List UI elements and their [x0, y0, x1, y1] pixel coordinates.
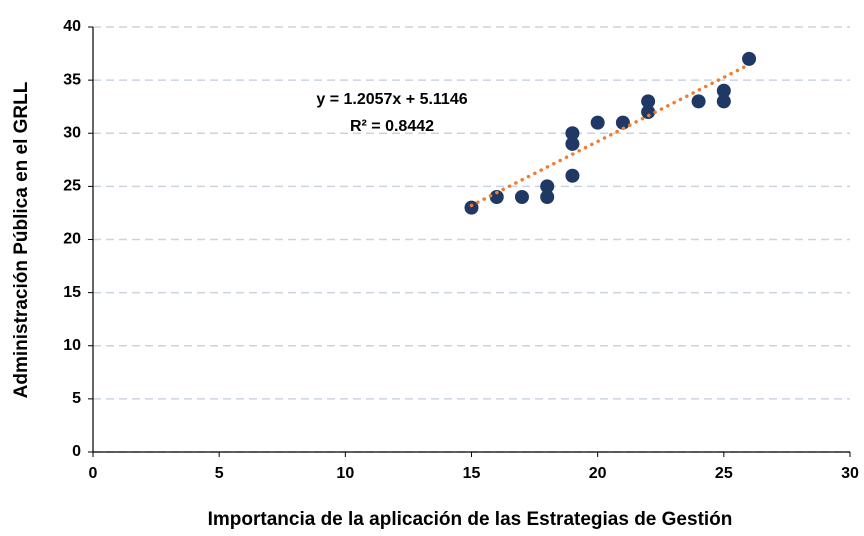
- y-tick-label: 40: [63, 18, 81, 35]
- y-tick-label: 0: [72, 443, 81, 460]
- point: [615, 115, 630, 130]
- y-tick-label: 35: [63, 71, 81, 88]
- point: [565, 136, 580, 151]
- x-tick-label: 10: [336, 465, 354, 482]
- point: [716, 83, 731, 98]
- y-tick-label: 25: [63, 178, 81, 195]
- point: [489, 190, 504, 204]
- x-tick-label: 30: [841, 465, 859, 482]
- point: [641, 105, 656, 119]
- point: [514, 190, 529, 204]
- x-tick-label: 5: [215, 465, 224, 482]
- y-tick-label: 5: [72, 390, 81, 407]
- point: [464, 200, 479, 215]
- point: [716, 94, 731, 109]
- x-tick-label: 25: [715, 465, 733, 482]
- y-tick-label: 15: [63, 284, 81, 301]
- point: [691, 94, 706, 109]
- y-tick-label: 30: [63, 124, 81, 141]
- point: [565, 168, 580, 183]
- point: [641, 94, 656, 109]
- trendline: [469, 62, 751, 208]
- x-tick-label: 0: [89, 465, 98, 482]
- point: [540, 190, 555, 204]
- equation-label: y = 1.2057x + 5.1146: [316, 91, 467, 108]
- x-axis-title: Importancia de la aplicación de las Estr…: [208, 509, 733, 530]
- point: [540, 179, 555, 194]
- y-axis-title: Administración Pública en el GRLL: [11, 81, 32, 398]
- x-tick-label: 20: [589, 465, 607, 482]
- x-tick-label: 15: [463, 465, 481, 482]
- point: [742, 51, 757, 66]
- point: [590, 115, 605, 130]
- y-tick-label: 20: [63, 231, 81, 248]
- r2-label: R² = 0.8442: [350, 118, 434, 135]
- y-tick-label: 10: [63, 337, 81, 354]
- point: [565, 126, 580, 141]
